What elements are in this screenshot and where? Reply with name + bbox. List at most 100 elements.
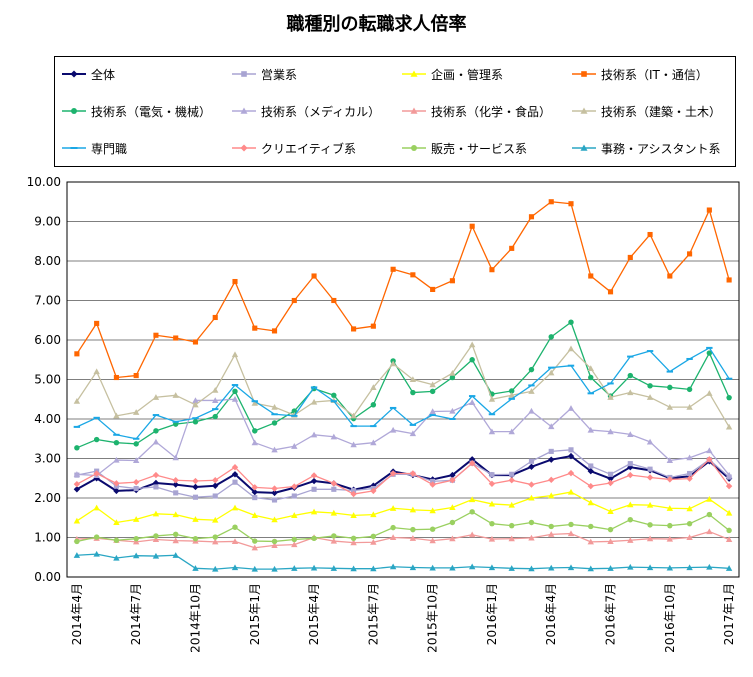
data-point [725,423,733,430]
data-point [528,534,535,541]
data-point [251,439,258,446]
data-point [291,512,298,518]
data-point [429,381,436,388]
y-tick-label: 4.00 [34,412,61,426]
data-point [212,538,219,545]
data-point [212,534,218,540]
data-point [251,400,258,406]
data-point [567,564,575,571]
data-point [528,519,535,526]
y-tick-label: 6.00 [34,333,61,347]
data-point [331,392,337,399]
data-point [627,537,634,543]
data-point [370,511,377,518]
x-tick-label: 2016年10月 [663,583,677,653]
data-point [429,526,436,532]
data-point [686,534,693,541]
data-point [310,564,318,571]
data-point [73,552,81,558]
data-point [528,366,535,373]
legend-label: 技術系（メディカル） [261,104,381,119]
data-point [666,564,674,571]
series-9 [73,346,733,440]
data-point [152,438,160,445]
data-point [666,403,674,410]
data-point [647,522,653,528]
data-point [508,522,515,529]
data-point [232,479,238,485]
data-point [686,403,693,410]
data-point [468,460,476,467]
data-point [548,564,555,571]
data-point [330,509,338,516]
data-point [212,482,219,489]
y-tick-label: 7.00 [34,294,61,308]
data-point [153,484,159,490]
data-point [271,420,278,426]
legend-item: 技術系（建築・土木） [571,101,721,121]
data-point [370,323,376,329]
data-point [132,479,140,486]
y-tick-label: 2.00 [34,491,61,505]
legend-swatch [232,107,256,114]
data-point [528,407,535,414]
data-point [271,516,278,523]
data-point [646,474,654,481]
data-point [192,397,199,403]
data-point [252,495,258,501]
data-point [686,454,693,461]
data-point [370,439,377,446]
series-line [76,449,730,501]
data-point [725,471,733,478]
data-point [291,536,298,543]
data-point [370,487,377,495]
data-point [580,107,588,114]
data-point [291,443,298,449]
data-point [330,433,338,440]
data-point [725,565,733,571]
x-tick-label: 2014年7月 [129,583,143,645]
data-point [607,538,614,545]
data-point [706,511,713,518]
data-point [389,505,397,511]
data-point [508,392,515,398]
series-5 [74,319,732,451]
legend-label: 営業系 [261,67,298,82]
data-point [686,475,693,482]
series-line [76,321,730,449]
data-point [528,565,535,572]
legend-item: クリエイティブ系 [231,138,356,158]
data-point [548,334,554,340]
x-tick-label: 2014年4月 [70,583,84,645]
data-point [192,339,199,345]
legend-swatch [402,70,426,77]
data-point [113,412,120,419]
data-point [231,471,239,478]
legend-swatch [402,145,426,151]
data-point [469,223,475,229]
data-point [588,463,594,469]
data-point [528,388,535,394]
legend-label: 技術系（IT・通信） [601,67,708,82]
data-point [370,533,377,540]
series-line [76,530,730,549]
series-line [76,201,730,379]
y-tick-label: 5.00 [34,373,61,387]
data-point [152,471,160,479]
data-point [172,392,179,398]
data-point [548,492,555,499]
data-point [646,564,654,571]
data-point [231,396,239,402]
data-point [706,207,712,213]
data-point [73,480,81,488]
data-point [567,530,575,537]
data-point [241,71,247,77]
data-point [350,535,357,542]
data-point [449,407,456,414]
data-point [607,526,614,533]
data-point [351,326,357,332]
data-point [488,480,496,487]
data-point [429,408,436,415]
data-point [627,254,633,261]
data-point [252,538,258,544]
